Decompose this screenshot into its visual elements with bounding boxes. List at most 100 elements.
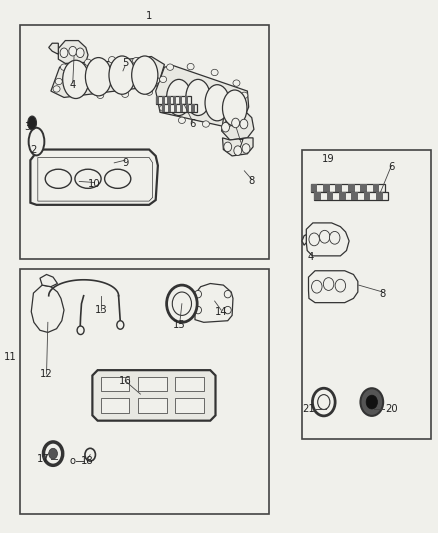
Ellipse shape — [109, 56, 135, 94]
Polygon shape — [58, 41, 88, 63]
Bar — [162, 104, 166, 112]
Bar — [336, 184, 342, 192]
Ellipse shape — [323, 278, 334, 290]
Ellipse shape — [152, 77, 159, 84]
Ellipse shape — [242, 144, 250, 154]
Ellipse shape — [319, 230, 330, 243]
Text: 3: 3 — [25, 122, 31, 132]
Polygon shape — [222, 111, 254, 140]
Ellipse shape — [60, 48, 68, 58]
Ellipse shape — [194, 290, 201, 298]
Ellipse shape — [312, 388, 335, 416]
Ellipse shape — [60, 64, 67, 70]
Ellipse shape — [85, 448, 95, 461]
Bar — [180, 104, 183, 112]
Ellipse shape — [159, 76, 166, 83]
Bar — [314, 192, 389, 200]
Polygon shape — [31, 285, 64, 333]
Ellipse shape — [329, 231, 340, 244]
Ellipse shape — [234, 146, 242, 156]
Bar — [101, 398, 130, 413]
Ellipse shape — [224, 121, 231, 127]
Bar — [20, 25, 269, 259]
Ellipse shape — [240, 119, 248, 129]
Bar — [173, 96, 177, 104]
Text: 16: 16 — [119, 376, 131, 386]
Bar — [191, 104, 194, 112]
Bar — [101, 376, 130, 391]
Bar — [185, 96, 188, 104]
Ellipse shape — [318, 394, 330, 409]
Text: o—: o— — [70, 456, 85, 465]
Text: 21: 21 — [302, 404, 315, 414]
Text: 18: 18 — [81, 456, 93, 465]
Ellipse shape — [224, 290, 231, 298]
Bar — [351, 192, 358, 200]
Polygon shape — [38, 158, 152, 201]
Ellipse shape — [75, 169, 101, 188]
Text: 17: 17 — [37, 454, 50, 464]
Ellipse shape — [117, 321, 124, 329]
Text: 5: 5 — [122, 59, 128, 68]
Text: 8: 8 — [380, 289, 386, 299]
Ellipse shape — [85, 58, 112, 96]
Text: 4: 4 — [70, 80, 76, 90]
Ellipse shape — [97, 92, 104, 99]
Text: 14: 14 — [215, 306, 227, 317]
Ellipse shape — [311, 280, 322, 293]
Ellipse shape — [309, 233, 319, 246]
Bar — [179, 96, 182, 104]
Ellipse shape — [194, 306, 201, 314]
Bar — [376, 192, 383, 200]
Ellipse shape — [237, 114, 244, 120]
Ellipse shape — [232, 118, 240, 128]
Ellipse shape — [211, 69, 218, 76]
Ellipse shape — [222, 123, 230, 132]
Ellipse shape — [85, 59, 92, 66]
Bar — [20, 269, 269, 514]
Bar — [360, 184, 367, 192]
Bar — [168, 104, 171, 112]
Ellipse shape — [49, 448, 57, 459]
Ellipse shape — [166, 285, 197, 322]
Bar — [327, 192, 333, 200]
Ellipse shape — [76, 48, 84, 58]
Bar — [364, 192, 371, 200]
Bar — [314, 192, 321, 200]
Text: 19: 19 — [322, 154, 335, 164]
Ellipse shape — [132, 56, 158, 94]
Text: 20: 20 — [385, 404, 398, 414]
Ellipse shape — [335, 279, 346, 292]
Text: 4: 4 — [307, 252, 314, 262]
Ellipse shape — [45, 169, 71, 188]
Bar — [175, 376, 204, 391]
Text: 9: 9 — [122, 158, 128, 168]
Bar — [302, 150, 431, 439]
Text: 10: 10 — [88, 179, 101, 189]
Ellipse shape — [63, 60, 89, 99]
Polygon shape — [30, 150, 158, 205]
Ellipse shape — [233, 80, 240, 86]
Ellipse shape — [241, 92, 248, 99]
Ellipse shape — [28, 128, 44, 156]
Ellipse shape — [69, 46, 77, 56]
Polygon shape — [92, 370, 215, 421]
Ellipse shape — [205, 85, 230, 121]
Polygon shape — [49, 43, 58, 54]
Ellipse shape — [224, 142, 232, 152]
Ellipse shape — [223, 90, 247, 126]
Bar — [162, 104, 197, 112]
Ellipse shape — [122, 91, 129, 98]
Text: 11: 11 — [4, 352, 17, 362]
Ellipse shape — [148, 65, 155, 71]
Polygon shape — [306, 223, 349, 256]
Text: 2: 2 — [31, 144, 37, 155]
Ellipse shape — [366, 395, 378, 409]
Ellipse shape — [224, 306, 231, 314]
Ellipse shape — [105, 169, 131, 188]
Polygon shape — [51, 56, 164, 98]
Bar — [373, 184, 379, 192]
Ellipse shape — [71, 91, 78, 98]
Ellipse shape — [187, 63, 194, 70]
Bar — [348, 184, 355, 192]
